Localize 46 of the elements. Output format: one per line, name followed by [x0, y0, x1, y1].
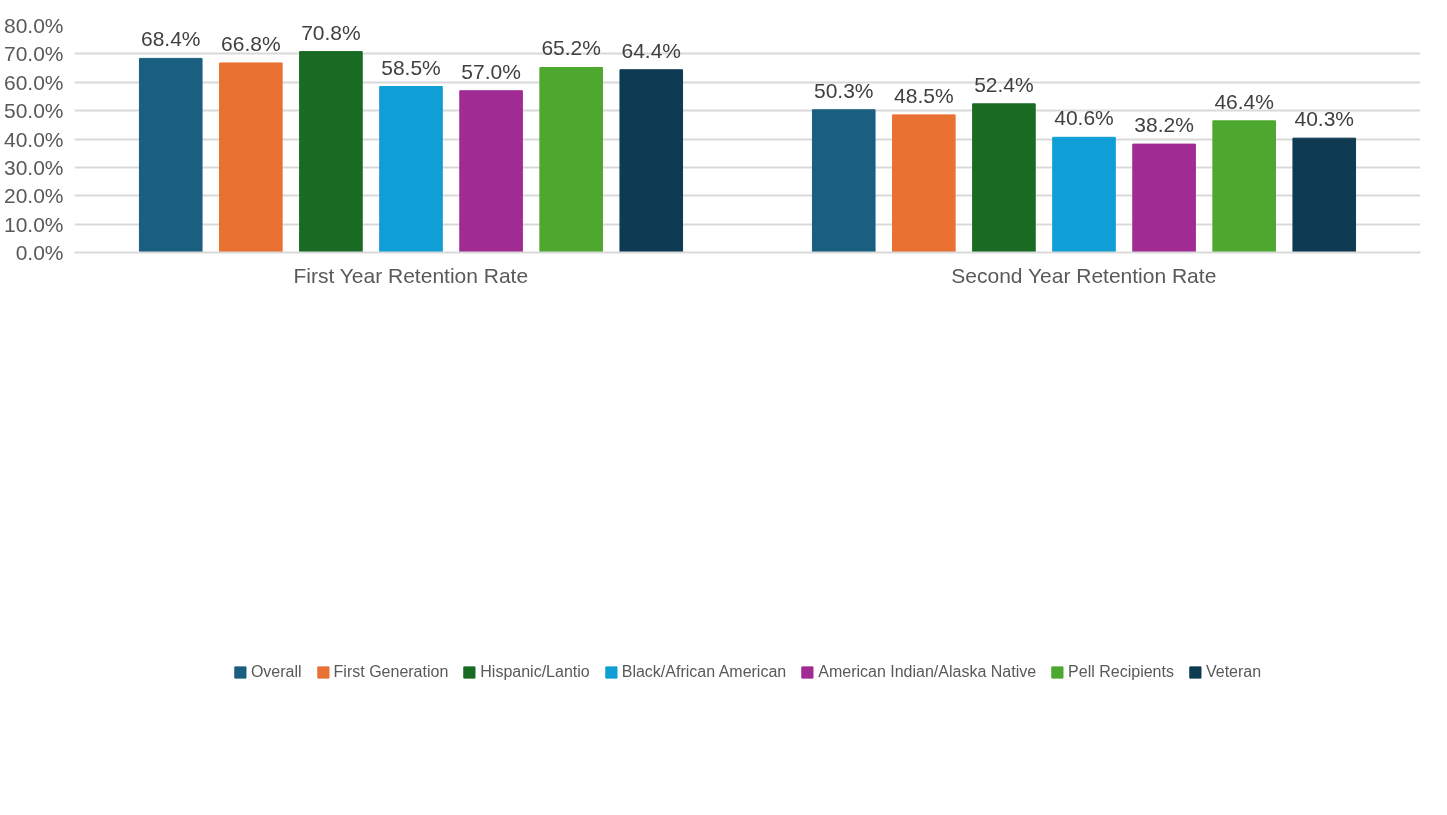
legend-label: Overall [250, 662, 302, 681]
legend-label: Veteran [1205, 662, 1262, 681]
data-label: 50.3% [813, 78, 874, 102]
y-tick-label: 60.0% [3, 70, 64, 94]
legend-label: Pell Recipients [1068, 662, 1174, 681]
legend-label: First Generation [333, 662, 449, 681]
bar [539, 67, 603, 253]
y-tick-label: 0.0% [15, 241, 64, 264]
y-tick-label: 20.0% [3, 184, 64, 208]
data-label: 38.2% [1134, 113, 1194, 137]
bar [811, 109, 876, 253]
data-label: 66.8% [221, 31, 281, 55]
data-label: 52.4% [974, 72, 1034, 96]
data-label: 40.3% [1294, 107, 1355, 131]
y-tick-label: 10.0% [3, 212, 64, 236]
bar [892, 114, 956, 253]
data-label: 64.4% [621, 38, 682, 62]
data-label: 58.5% [381, 55, 441, 79]
bar [1052, 136, 1116, 253]
legend-label: American Indian/Alaska Native [818, 662, 1037, 681]
legend-label: Black/African American [621, 662, 787, 681]
y-tick-label: 70.0% [3, 42, 64, 66]
data-label: 40.6% [1054, 106, 1114, 130]
bar [1132, 143, 1196, 253]
bar [972, 103, 1036, 253]
data-label: 65.2% [541, 36, 601, 60]
x-tick-label: First Year Retention Rate [293, 263, 529, 287]
y-tick-label: 50.0% [3, 99, 64, 123]
data-label: 48.5% [894, 83, 954, 107]
bar [1292, 137, 1357, 253]
y-tick-label: 30.0% [3, 155, 64, 179]
y-tick-label: 40.0% [3, 127, 64, 151]
bar [459, 90, 523, 253]
bar [219, 62, 283, 253]
data-label: 70.8% [301, 20, 361, 44]
bar [138, 57, 203, 253]
data-label: 57.0% [461, 59, 521, 83]
bar [619, 69, 684, 253]
bar [1212, 120, 1276, 253]
data-label: 68.4% [140, 27, 201, 51]
legend-label: Hispanic/Lantio [480, 662, 590, 681]
data-label: 46.4% [1214, 89, 1274, 113]
y-tick-label: 80.0% [3, 14, 64, 37]
bar [299, 51, 363, 253]
x-tick-label: Second Year Retention Rate [951, 263, 1217, 287]
bar [379, 86, 443, 253]
